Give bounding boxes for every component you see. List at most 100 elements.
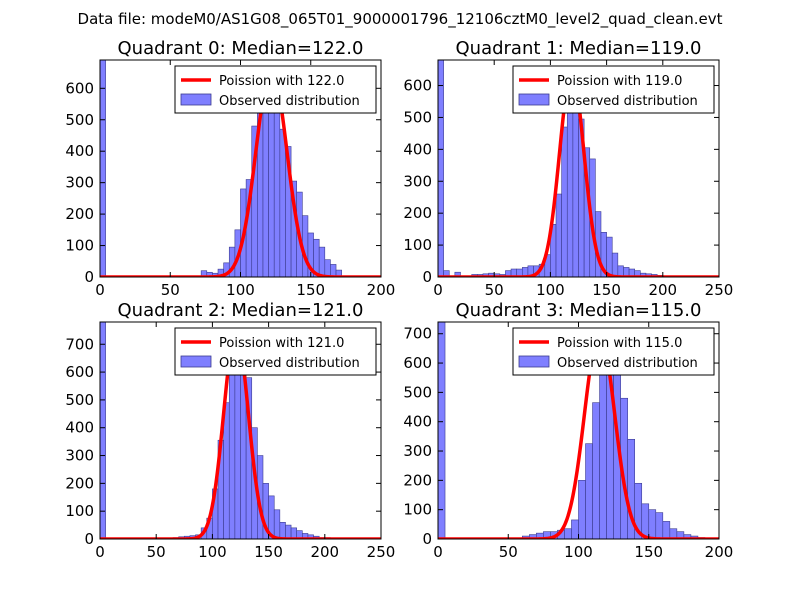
histogram-bar <box>228 366 236 539</box>
histogram-bar <box>100 60 106 277</box>
histogram-bar <box>223 402 230 539</box>
legend-bar-swatch <box>518 355 550 368</box>
y-tick-label: 0 <box>84 268 94 286</box>
y-tick-label: 100 <box>403 236 432 254</box>
y-tick-label: 500 <box>65 391 94 409</box>
x-tick-label: 150 <box>634 543 663 561</box>
x-tick-label: 250 <box>705 281 734 299</box>
histogram-bar <box>606 236 613 277</box>
legend: Poission with 121.0 Observed distribution <box>174 327 377 376</box>
x-tick-label: 100 <box>226 281 255 299</box>
y-tick-label: 600 <box>65 79 94 97</box>
y-tick-label: 700 <box>403 325 432 343</box>
x-tick-label: 250 <box>367 543 396 561</box>
histogram-bar <box>571 519 579 539</box>
legend-bar-swatch <box>180 355 212 368</box>
legend-bar-label: Observed distribution <box>557 94 698 109</box>
y-tick-label: 500 <box>403 108 432 126</box>
histogram-bar <box>662 521 671 539</box>
y-tick-label: 600 <box>403 354 432 372</box>
histogram-bar <box>262 89 269 277</box>
poisson-curve <box>438 330 719 539</box>
x-tick-label: 50 <box>485 281 504 299</box>
histogram-bar <box>561 126 568 277</box>
x-tick-label: 150 <box>254 543 283 561</box>
legend-line-label: Poission with 122.0 <box>219 74 344 89</box>
panel-title: Quadrant 0: Median=122.0 <box>118 38 364 59</box>
histogram-bar <box>318 246 326 277</box>
histogram-bar <box>268 102 275 277</box>
legend-bar-label: Observed distribution <box>557 356 698 371</box>
y-tick-label: 200 <box>403 471 432 489</box>
y-tick-label: 100 <box>403 501 432 519</box>
histogram-bar <box>655 512 664 539</box>
x-tick-label: 50 <box>147 543 166 561</box>
x-tick-label: 0 <box>95 543 105 561</box>
histogram-bar <box>592 402 600 539</box>
histogram-bar <box>285 524 292 539</box>
x-tick-label: 150 <box>592 281 621 299</box>
legend-line-label: Poission with 119.0 <box>557 74 682 89</box>
x-tick-label: 50 <box>499 543 518 561</box>
histogram-bar <box>564 528 572 539</box>
histogram-bar <box>279 522 286 539</box>
histogram-bar <box>648 509 657 539</box>
panels: 0 50 100 150 2000100200300400500600Quadrant … <box>65 38 733 561</box>
y-tick-label: 300 <box>65 174 94 192</box>
x-tick-label: 200 <box>705 543 734 561</box>
legend: Poission with 115.0 Observed distribution <box>512 327 715 376</box>
x-tick-label: 200 <box>367 281 396 299</box>
y-tick-label: 500 <box>65 111 94 129</box>
y-tick-label: 100 <box>65 237 94 255</box>
x-tick-label: 50 <box>161 281 180 299</box>
histogram-bar <box>611 252 619 277</box>
figure-suptitle: Data file: modeM0/AS1G08_065T01_90000017… <box>78 10 723 29</box>
histogram-bar <box>585 443 593 539</box>
x-tick-label: 200 <box>648 281 677 299</box>
x-tick-label: 100 <box>198 543 227 561</box>
histogram-bar <box>438 322 446 539</box>
y-tick-label: 200 <box>403 204 432 222</box>
x-tick-label: 0 <box>433 281 443 299</box>
y-tick-label: 300 <box>403 442 432 460</box>
x-tick-label: 0 <box>433 543 443 561</box>
histogram-bar <box>273 509 281 539</box>
x-tick-label: 200 <box>310 543 339 561</box>
quadrant-1-panel: 0 50 100 150 200 250 0 100 200 300 400 500 600 Quadra… <box>403 38 733 299</box>
axes-frame <box>437 59 720 278</box>
quadrant-0-panel: 0 50 100 150 200 0 100 200 300 400 500 600 Quadrant … <box>65 38 395 299</box>
y-tick-label: 300 <box>403 172 432 190</box>
panel-title: Quadrant 1: Median=119.0 <box>456 38 702 59</box>
y-tick-label: 0 <box>422 530 432 548</box>
histogram-bar <box>330 264 337 277</box>
y-tick-label: 0 <box>422 268 432 286</box>
histogram-bar <box>324 259 331 277</box>
y-tick-label: 400 <box>403 413 432 431</box>
quadrant-3-panel: 0 50 100 150 200 0 100 200 300 400 500 600 700 Quadra… <box>403 300 733 561</box>
histogram-bar <box>578 480 586 539</box>
legend: Poission with 119.0 Observed distribution <box>512 65 715 114</box>
legend-line-label: Poission with 121.0 <box>219 336 344 351</box>
histogram-bar <box>555 193 562 277</box>
y-tick-label: 400 <box>65 142 94 160</box>
y-tick-label: 100 <box>65 502 94 520</box>
y-tick-label: 700 <box>65 335 94 353</box>
panel-title: Quadrant 2: Median=121.0 <box>118 300 364 321</box>
histogram-bars <box>100 322 331 539</box>
histogram-bar <box>100 322 106 539</box>
y-tick-label: 200 <box>65 205 94 223</box>
legend: Poission with 122.0 Observed distribution <box>174 65 377 114</box>
histogram-bar <box>599 358 607 539</box>
legend-bar-label: Observed distribution <box>219 94 360 109</box>
y-tick-label: 0 <box>84 530 94 548</box>
legend-bar-label: Observed distribution <box>219 356 360 371</box>
legend-bar-swatch <box>518 93 550 106</box>
histogram-bar <box>279 128 286 277</box>
y-tick-label: 500 <box>403 383 432 401</box>
x-tick-label: 100 <box>564 543 593 561</box>
axes-frame <box>99 321 382 540</box>
panel-title: Quadrant 3: Median=115.0 <box>456 300 702 321</box>
histogram-bar <box>273 111 281 277</box>
y-tick-label: 400 <box>403 140 432 158</box>
